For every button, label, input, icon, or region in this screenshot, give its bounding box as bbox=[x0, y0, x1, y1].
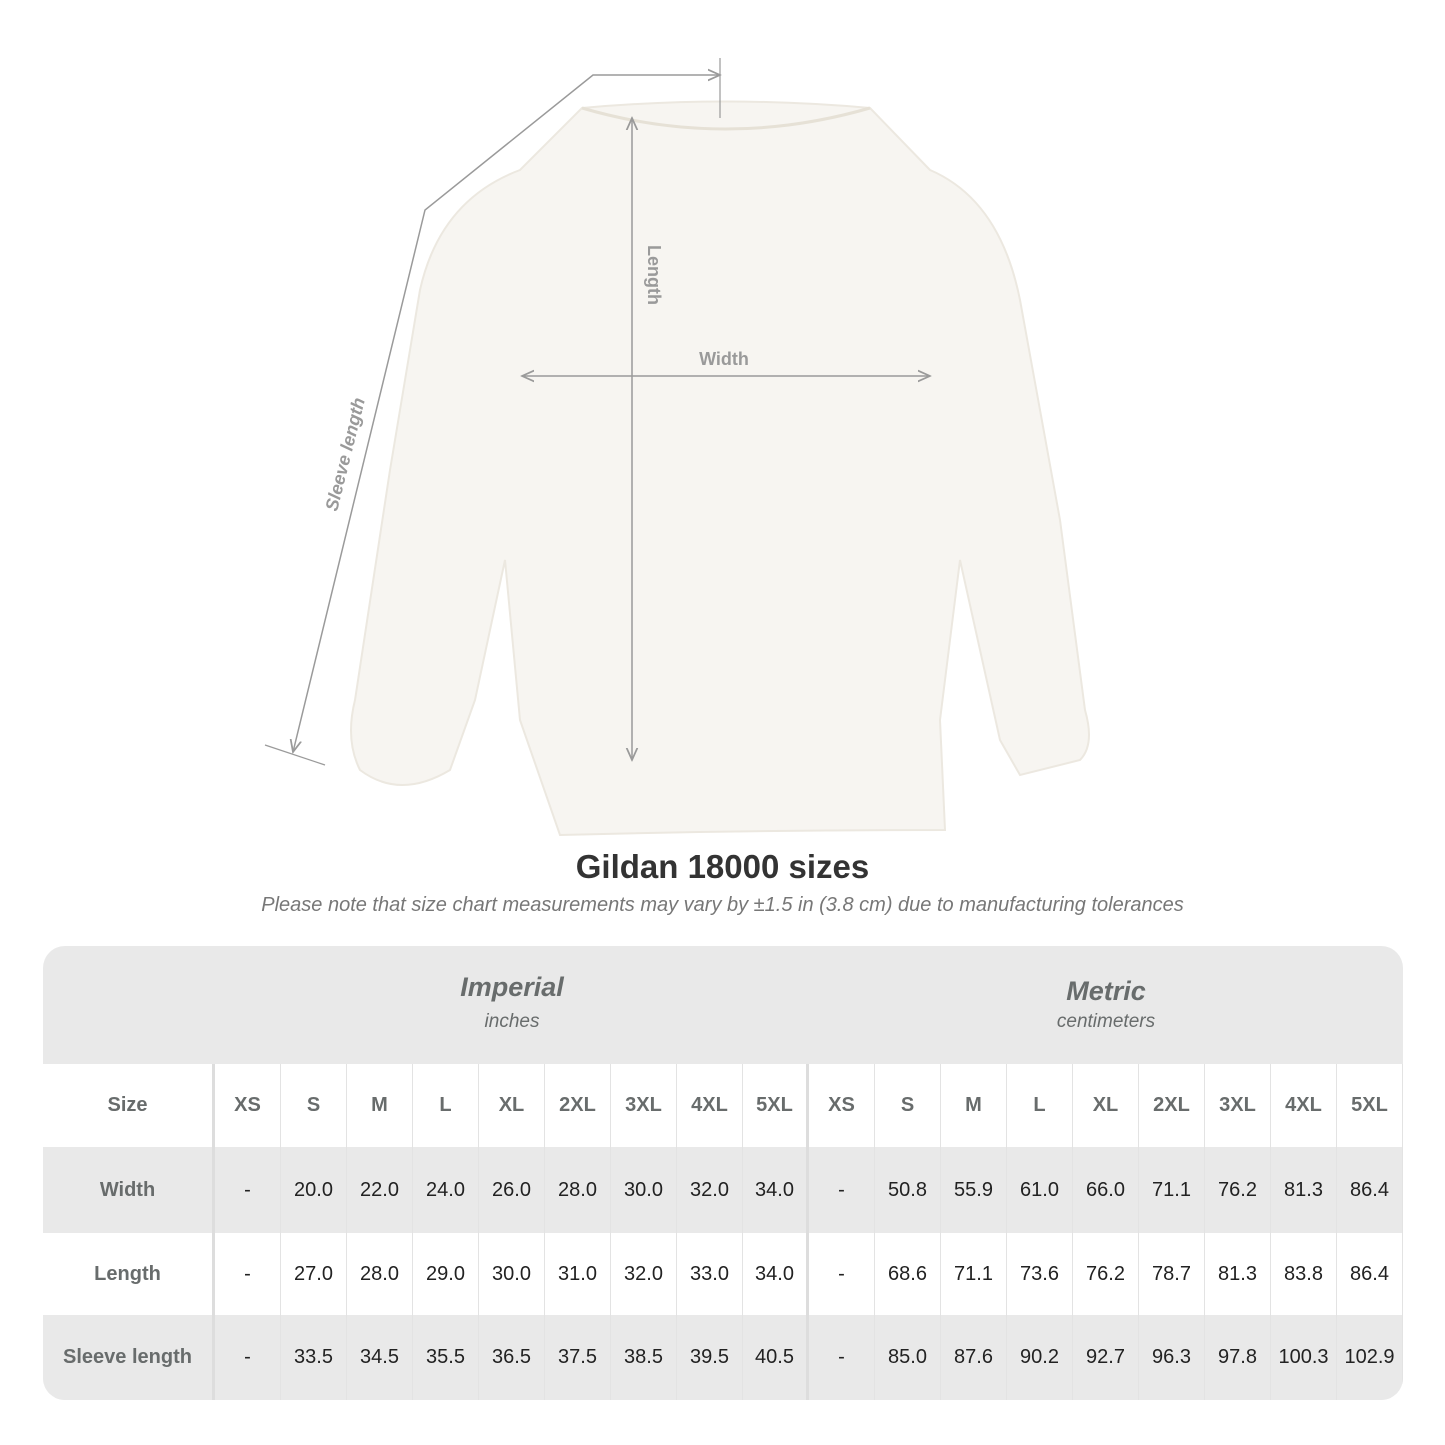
length-label: Length bbox=[644, 245, 664, 305]
imperial-size-header: 3XL bbox=[611, 1064, 677, 1147]
imperial-value-cell: 28.0 bbox=[545, 1147, 611, 1233]
metric-value-cell: 81.3 bbox=[1271, 1147, 1337, 1233]
imperial-value-cell: 26.0 bbox=[479, 1147, 545, 1233]
metric-size-header: 5XL bbox=[1337, 1064, 1403, 1147]
imperial-value-cell: 33.5 bbox=[281, 1315, 347, 1400]
sweater-diagram: Length Width Sleeve length bbox=[264, 58, 1090, 837]
imperial-size-header: 5XL bbox=[743, 1064, 809, 1147]
row-label: Length bbox=[43, 1233, 215, 1315]
metric-value-cell: 96.3 bbox=[1139, 1315, 1205, 1400]
imperial-unit: inches bbox=[484, 1011, 540, 1032]
metric-value-cell: 73.6 bbox=[1007, 1233, 1073, 1315]
imperial-value-cell: - bbox=[215, 1147, 281, 1233]
imperial-value-cell: 32.0 bbox=[611, 1233, 677, 1315]
metric-value-cell: 68.6 bbox=[875, 1233, 941, 1315]
size-table: Imperial inches Metric centimeters Size X… bbox=[43, 946, 1403, 1400]
imperial-value-cell: 28.0 bbox=[347, 1233, 413, 1315]
row-label: Width bbox=[43, 1147, 215, 1233]
imperial-value-cell: 20.0 bbox=[281, 1147, 347, 1233]
metric-value-cell: 76.2 bbox=[1073, 1233, 1139, 1315]
metric-size-header: 4XL bbox=[1271, 1064, 1337, 1147]
metric-value-cell: 86.4 bbox=[1337, 1233, 1403, 1315]
imperial-value-cell: 34.0 bbox=[743, 1147, 809, 1233]
metric-heading: Metric bbox=[1066, 976, 1146, 1006]
imperial-size-header: 2XL bbox=[545, 1064, 611, 1147]
metric-size-header: 3XL bbox=[1205, 1064, 1271, 1147]
imperial-value-cell: 37.5 bbox=[545, 1315, 611, 1400]
imperial-value-cell: 22.0 bbox=[347, 1147, 413, 1233]
imperial-heading: Imperial bbox=[460, 972, 564, 1002]
metric-value-cell: 102.9 bbox=[1337, 1315, 1403, 1400]
metric-unit: centimeters bbox=[1056, 1011, 1156, 1032]
imperial-value-cell: - bbox=[215, 1315, 281, 1400]
metric-size-header: L bbox=[1007, 1064, 1073, 1147]
metric-value-cell: 97.8 bbox=[1205, 1315, 1271, 1400]
metric-value-cell: 87.6 bbox=[941, 1315, 1007, 1400]
metric-header: Metric centimeters bbox=[809, 946, 1403, 1064]
imperial-value-cell: 35.5 bbox=[413, 1315, 479, 1400]
imperial-value-cell: 36.5 bbox=[479, 1315, 545, 1400]
imperial-value-cell: - bbox=[215, 1233, 281, 1315]
table-row: Length -27.0 28.0 29.0 30.0 31.0 32.0 33.0 34.0-… bbox=[43, 1233, 1403, 1315]
page-title: Gildan 18000 sizes bbox=[575, 848, 870, 885]
metric-value-cell: 55.9 bbox=[941, 1147, 1007, 1233]
tolerance-note: Please note that size chart measurements… bbox=[261, 894, 1184, 916]
imperial-size-header: L bbox=[413, 1064, 479, 1147]
metric-value-cell: - bbox=[809, 1233, 875, 1315]
sleeve-line bbox=[293, 75, 720, 752]
imperial-value-cell: 27.0 bbox=[281, 1233, 347, 1315]
imperial-value-cell: 24.0 bbox=[413, 1147, 479, 1233]
imperial-size-header: XS bbox=[215, 1064, 281, 1147]
metric-size-header: 2XL bbox=[1139, 1064, 1205, 1147]
table-row: Sleeve length -33.5 34.5 35.5 36.5 37.5 38.5 39… bbox=[43, 1315, 1403, 1400]
metric-value-cell: 100.3 bbox=[1271, 1315, 1337, 1400]
metric-size-header: S bbox=[875, 1064, 941, 1147]
imperial-value-cell: 30.0 bbox=[611, 1147, 677, 1233]
sleeve-label: Sleeve length bbox=[321, 396, 368, 513]
imperial-size-header: M bbox=[347, 1064, 413, 1147]
metric-size-header: XL bbox=[1073, 1064, 1139, 1147]
metric-value-cell: 86.4 bbox=[1337, 1147, 1403, 1233]
size-header-label: Size bbox=[43, 1064, 215, 1147]
metric-value-cell: 85.0 bbox=[875, 1315, 941, 1400]
metric-value-cell: 92.7 bbox=[1073, 1315, 1139, 1400]
imperial-value-cell: 38.5 bbox=[611, 1315, 677, 1400]
metric-value-cell: 90.2 bbox=[1007, 1315, 1073, 1400]
imperial-value-cell: 31.0 bbox=[545, 1233, 611, 1315]
metric-value-cell: - bbox=[809, 1315, 875, 1400]
metric-value-cell: - bbox=[809, 1147, 875, 1233]
metric-value-cell: 50.8 bbox=[875, 1147, 941, 1233]
imperial-size-header: 4XL bbox=[677, 1064, 743, 1147]
imperial-value-cell: 30.0 bbox=[479, 1233, 545, 1315]
imperial-value-cell: 34.5 bbox=[347, 1315, 413, 1400]
imperial-value-cell: 34.0 bbox=[743, 1233, 809, 1315]
metric-size-header: XS bbox=[809, 1064, 875, 1147]
metric-value-cell: 71.1 bbox=[1139, 1147, 1205, 1233]
row-label: Sleeve length bbox=[43, 1315, 215, 1400]
sweater-image bbox=[350, 100, 1090, 837]
metric-size-header: M bbox=[941, 1064, 1007, 1147]
metric-value-cell: 78.7 bbox=[1139, 1233, 1205, 1315]
imperial-value-cell: 33.0 bbox=[677, 1233, 743, 1315]
metric-value-cell: 76.2 bbox=[1205, 1147, 1271, 1233]
imperial-size-header: XL bbox=[479, 1064, 545, 1147]
metric-value-cell: 81.3 bbox=[1205, 1233, 1271, 1315]
imperial-size-header: S bbox=[281, 1064, 347, 1147]
imperial-value-cell: 32.0 bbox=[677, 1147, 743, 1233]
imperial-value-cell: 39.5 bbox=[677, 1315, 743, 1400]
width-label: Width bbox=[699, 349, 749, 369]
imperial-header: Imperial inches bbox=[215, 946, 809, 1064]
metric-value-cell: 71.1 bbox=[941, 1233, 1007, 1315]
imperial-value-cell: 29.0 bbox=[413, 1233, 479, 1315]
table-row: Width -20.0 22.0 24.0 26.0 28.0 30.0 32.0 34.0-5… bbox=[43, 1147, 1403, 1233]
metric-value-cell: 61.0 bbox=[1007, 1147, 1073, 1233]
metric-value-cell: 66.0 bbox=[1073, 1147, 1139, 1233]
metric-value-cell: 83.8 bbox=[1271, 1233, 1337, 1315]
size-header-row: Size XS S M L XL 2XL 3XL 4XL 5XL XS S M L XL 2XL 3XL 4XL 5… bbox=[43, 1064, 1403, 1147]
imperial-value-cell: 40.5 bbox=[743, 1315, 809, 1400]
